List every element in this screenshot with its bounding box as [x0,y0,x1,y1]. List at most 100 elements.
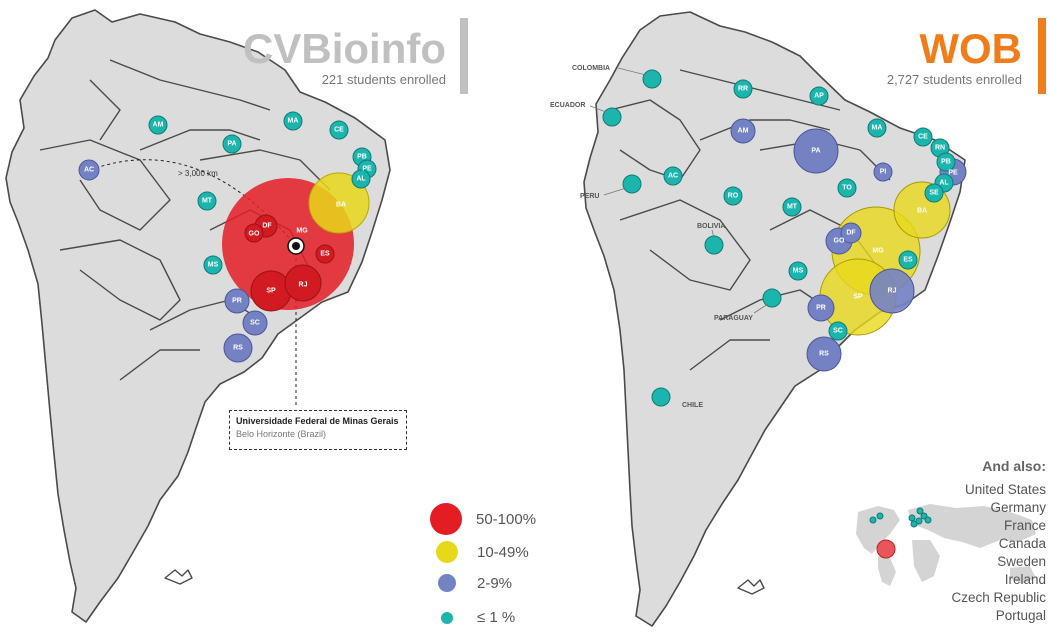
also-item: France [1003,518,1046,533]
left-map [5,9,391,623]
left-title-bar [460,18,468,94]
legend-label: 50-100% [476,510,537,528]
right-continent [583,11,966,627]
left-continent [5,9,391,623]
mini-czech-dot [924,516,932,524]
also-title: And also: [982,458,1046,474]
bubble-r-ma [867,118,887,138]
label-paraguay: PARAGUAY [714,315,753,322]
also-item: Canada [998,536,1046,551]
legend-item-10-49: 10-49% [436,541,529,563]
left-label-am: AM [153,122,164,129]
dot-bolivia [704,235,724,255]
left-subtitle: 221 students enrolled [321,72,446,87]
bubble-pr [224,288,250,314]
bubble-ac [78,159,100,181]
left-label-pa: PA [227,141,236,148]
label-peru: PERU [580,193,599,200]
right-label-rr: RR [738,86,748,93]
bubble-r-rr [733,79,753,99]
mini-brazil-dot [876,539,896,559]
right-falklands [737,579,765,595]
also-item: Sweden [997,554,1046,569]
label-chile: CHILE [682,402,703,409]
legend-label: ≤ 1 % [477,609,516,626]
target-marker-inner [292,242,300,250]
right-label-df: DF [846,230,856,237]
right-map [583,11,966,627]
right-label-rn: RN [935,145,945,152]
right-label-ms: MS [793,268,804,275]
bubble-go [244,223,264,243]
left-label-rj: RJ [299,282,308,289]
right-label-ro: RO [728,193,739,200]
bubble-al [351,169,371,189]
right-bubbles [602,69,967,407]
bubble-ba [308,172,370,234]
right-label-se: SE [929,190,939,197]
right-label-pa: PA [811,148,820,155]
mini-sweden-dot [916,507,924,515]
bubble-r-sc [828,321,848,341]
bubble-pa [222,134,242,154]
left-label-al: AL [356,176,366,183]
right-title: WOB [919,25,1022,72]
legend-label: 10-49% [477,543,529,561]
bubble-r-ce [913,127,933,147]
also-item: Ireland [1004,572,1046,587]
bubble-r-to [837,178,857,198]
also-list: United States Germany France Canada Swed… [951,481,1046,625]
bubble-r-se [924,183,944,203]
also-item: Portugal [995,608,1046,623]
left-label-mt: MT [202,198,213,205]
bubble-es [315,244,335,264]
right-label-sc: SC [833,328,843,335]
bubble-r-mt [782,197,802,217]
right-title-bar [1038,18,1046,94]
bubble-r-ro [723,186,743,206]
left-label-mg: MG [296,228,308,235]
right-label-al: AL [939,180,949,187]
bubble-r-rj [869,268,915,314]
also-item: Czech Republic [951,590,1046,605]
label-colombia: COLOMBIA [572,65,610,72]
dot-chile [651,387,671,407]
mini-ireland-dot [908,514,916,522]
legend-item-50-100: 50-100% [430,503,536,535]
left-bubbles [78,111,377,363]
left-label-pr: PR [232,298,242,305]
right-bubble-labels: RR AP AM PA MA CE RN PB PE AL SE PI AC R… [668,86,958,358]
dot-colombia [642,69,662,89]
label-bolivia: BOLIVIA [697,223,725,230]
right-label-pb: PB [941,159,951,166]
mini-us-dot [869,516,877,524]
right-label-ce: CE [918,134,928,141]
right-label-sp: SP [853,294,863,301]
right-label-to: TO [842,185,852,192]
right-label-es: ES [903,257,913,264]
bubble-rj [284,264,322,302]
left-bubble-labels: AM PA MA CE PB PE AL AC MT BA MG DF GO E… [84,118,372,352]
right-label-ma: MA [872,125,883,132]
left-title: CVBioinfo [243,25,446,72]
bubble-r-pa [793,128,839,174]
left-label-rs: RS [233,345,243,352]
right-label-go: GO [834,238,845,245]
bubble-r-df [840,222,862,244]
dot-paraguay [762,288,782,308]
legend-label: 2-9% [477,574,513,592]
left-label-df: DF [262,223,272,230]
left-label-ba: BA [336,202,346,209]
legend-swatch-red [430,503,462,535]
left-label-pb: PB [357,154,367,161]
also-item: United States [964,482,1046,497]
legend-item-le1: ≤ 1 % [441,609,515,626]
right-label-pr: PR [816,305,826,312]
dot-peru [622,174,642,194]
country-labels: COLOMBIA ECUADOR PERU BOLIVIA PARAGUAY C… [550,65,769,409]
mini-germany-dot [920,512,928,520]
bubble-r-pr [807,294,835,322]
callout-subtitle: Belo Horizonte (Brazil) [236,429,327,439]
right-subtitle: 2,727 students enrolled [886,72,1022,87]
